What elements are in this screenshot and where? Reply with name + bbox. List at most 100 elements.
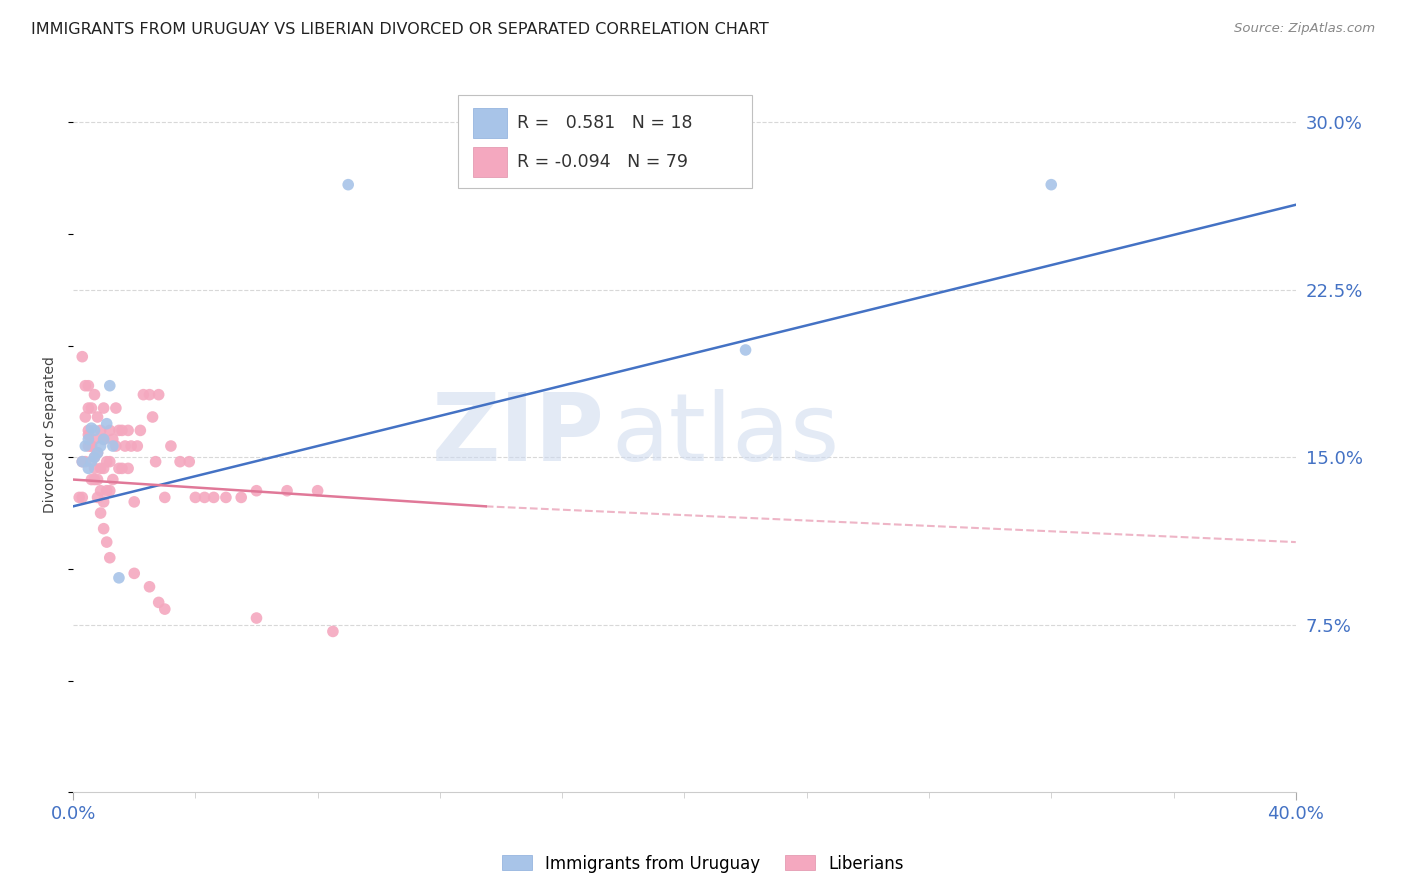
Text: atlas: atlas: [612, 389, 839, 481]
Point: [86, 491, 108, 505]
Point: [77, 433, 100, 447]
Point: [93, 522, 115, 536]
Point: [148, 595, 170, 609]
Point: [75, 409, 97, 424]
Point: [276, 483, 298, 498]
Point: [117, 424, 139, 438]
Point: [98, 483, 121, 498]
Point: [77, 424, 100, 438]
Point: [202, 491, 225, 505]
Point: [80, 401, 103, 415]
Point: [93, 401, 115, 415]
FancyBboxPatch shape: [458, 95, 752, 188]
Point: [83, 450, 105, 465]
Text: IMMIGRANTS FROM URUGUAY VS LIBERIAN DIVORCED OR SEPARATED CORRELATION CHART: IMMIGRANTS FROM URUGUAY VS LIBERIAN DIVO…: [31, 22, 769, 37]
Point: [148, 387, 170, 401]
Point: [83, 461, 105, 475]
Point: [322, 624, 344, 639]
Point: [142, 409, 165, 424]
Point: [77, 428, 100, 442]
Bar: [472, 108, 508, 138]
Point: [98, 455, 121, 469]
Point: [153, 491, 176, 505]
Text: R = -0.094   N = 79: R = -0.094 N = 79: [517, 153, 688, 170]
Point: [307, 483, 329, 498]
Point: [83, 424, 105, 438]
Point: [75, 378, 97, 392]
Point: [193, 491, 215, 505]
Point: [245, 483, 267, 498]
Point: [337, 178, 360, 192]
Point: [96, 483, 118, 498]
Point: [108, 571, 131, 585]
Point: [98, 424, 121, 438]
Text: ZIP: ZIP: [432, 389, 605, 481]
Point: [93, 461, 115, 475]
Bar: [472, 147, 508, 177]
Point: [77, 378, 100, 392]
Point: [77, 439, 100, 453]
Point: [215, 491, 238, 505]
Point: [231, 491, 253, 505]
Point: [96, 455, 118, 469]
Point: [122, 495, 145, 509]
Point: [132, 387, 155, 401]
Point: [96, 417, 118, 431]
Point: [90, 506, 112, 520]
Point: [108, 424, 131, 438]
Point: [98, 378, 121, 392]
Point: [90, 424, 112, 438]
Point: [90, 439, 112, 453]
Point: [169, 455, 191, 469]
Point: [80, 439, 103, 453]
Point: [120, 439, 142, 453]
Point: [72, 455, 94, 469]
Point: [184, 491, 207, 505]
Point: [83, 387, 105, 401]
Point: [83, 450, 105, 465]
Point: [129, 424, 152, 438]
Point: [108, 461, 131, 475]
Text: R =   0.581   N = 18: R = 0.581 N = 18: [517, 114, 692, 132]
Point: [111, 461, 134, 475]
Point: [179, 455, 201, 469]
Point: [72, 350, 94, 364]
Y-axis label: Divorced or Separated: Divorced or Separated: [44, 357, 58, 513]
Point: [86, 446, 108, 460]
Point: [77, 461, 100, 475]
Point: [93, 433, 115, 447]
Legend: Immigrants from Uruguay, Liberians: Immigrants from Uruguay, Liberians: [495, 848, 911, 880]
Point: [160, 439, 183, 453]
Point: [80, 439, 103, 453]
Point: [153, 602, 176, 616]
Point: [114, 439, 136, 453]
Point: [86, 409, 108, 424]
Point: [80, 421, 103, 435]
Point: [127, 439, 149, 453]
Text: Source: ZipAtlas.com: Source: ZipAtlas.com: [1234, 22, 1375, 36]
Point: [104, 439, 127, 453]
Point: [138, 387, 160, 401]
Point: [90, 483, 112, 498]
Point: [101, 439, 124, 453]
Point: [138, 580, 160, 594]
Point: [86, 446, 108, 460]
Point: [72, 455, 94, 469]
Point: [145, 455, 167, 469]
Point: [101, 473, 124, 487]
Point: [75, 439, 97, 453]
Point: [1040, 178, 1063, 192]
Point: [83, 433, 105, 447]
Point: [101, 433, 124, 447]
Point: [96, 535, 118, 549]
Point: [72, 491, 94, 505]
Point: [67, 491, 90, 505]
Point: [93, 433, 115, 447]
Point: [245, 611, 267, 625]
Point: [117, 461, 139, 475]
Point: [90, 461, 112, 475]
Point: [77, 401, 100, 415]
Point: [104, 401, 127, 415]
Point: [80, 455, 103, 469]
Point: [93, 495, 115, 509]
